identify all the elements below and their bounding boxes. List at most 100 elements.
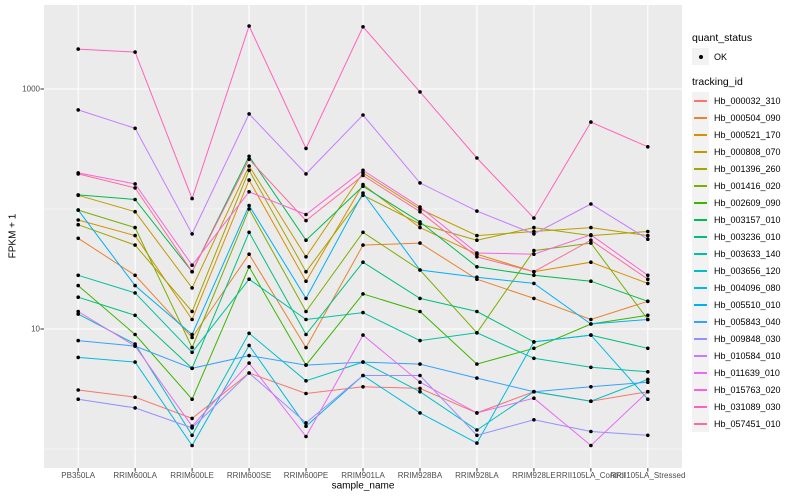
legend-key-box (692, 398, 709, 415)
legend-key-line (694, 320, 707, 323)
data-point (646, 397, 650, 402)
data-point (76, 295, 80, 300)
data-point (646, 299, 650, 304)
legend-item-Hb_003157_010: Hb_003157_010 (692, 211, 798, 228)
data-point (190, 232, 194, 236)
legend-key-line (694, 371, 707, 374)
data-point (190, 366, 194, 371)
data-point (418, 225, 422, 230)
data-point (418, 411, 422, 415)
data-point (304, 379, 308, 383)
data-point (247, 157, 251, 161)
data-point (361, 173, 365, 178)
data-point (133, 406, 137, 410)
legend-item-Hb_001416_020: Hb_001416_020 (692, 177, 798, 194)
data-point (589, 260, 593, 265)
legend-item-label: Hb_003656_120 (714, 265, 781, 276)
data-point (247, 331, 251, 336)
data-point (589, 399, 593, 404)
data-point (418, 220, 422, 224)
legend-key-box (692, 109, 709, 126)
data-point (361, 385, 365, 389)
data-point (190, 196, 194, 201)
data-point (646, 229, 650, 234)
data-point (532, 340, 536, 344)
data-point (418, 209, 422, 214)
data-point (190, 345, 194, 350)
legend-item-label: OK (714, 51, 728, 62)
data-point (247, 178, 251, 182)
data-point (76, 193, 80, 197)
y-axis-title: FPKM + 1 (7, 213, 19, 259)
data-point (247, 164, 251, 168)
legend-item-label: Hb_005510_010 (714, 299, 781, 310)
data-point (304, 345, 308, 350)
legend-key-box (692, 245, 709, 262)
data-point (532, 216, 536, 220)
data-point (475, 238, 479, 242)
data-point (76, 273, 80, 278)
data-point (589, 241, 593, 245)
legend: quant_status OK tracking_id Hb_000032_31… (692, 32, 798, 432)
data-point (475, 233, 479, 238)
data-point (532, 269, 536, 274)
data-point (133, 50, 137, 54)
legend-item-Hb_005843_040: Hb_005843_040 (692, 313, 798, 330)
legend-key-line (694, 150, 707, 153)
data-point (304, 172, 308, 176)
data-point (190, 443, 194, 448)
legend-key-line (694, 252, 707, 255)
data-point (361, 113, 365, 117)
legend-key-box (692, 126, 709, 143)
data-point (589, 322, 593, 326)
data-point (304, 332, 308, 337)
legend-item-label: Hb_001416_020 (714, 180, 781, 191)
data-point (532, 273, 536, 278)
legend-item-label: Hb_000521_170 (714, 129, 781, 140)
legend-item-Hb_015763_020: Hb_015763_020 (692, 381, 798, 398)
data-point (361, 292, 365, 296)
data-point (361, 171, 365, 175)
data-point (418, 90, 422, 94)
data-point (532, 225, 536, 230)
legend-key-box (692, 364, 709, 381)
legend-item-label: Hb_057451_010 (714, 418, 781, 429)
data-point (646, 145, 650, 149)
data-point (475, 411, 479, 415)
legend-key-line (694, 218, 707, 221)
legend-key-box (692, 347, 709, 364)
data-point (133, 197, 137, 202)
data-point (646, 237, 650, 241)
data-point (76, 355, 80, 360)
data-point (361, 230, 365, 235)
data-point (133, 273, 137, 278)
data-point (76, 283, 80, 288)
data-point (247, 277, 251, 282)
data-point (475, 331, 479, 335)
legend-key-line (694, 99, 707, 102)
data-point (304, 296, 308, 301)
data-point (418, 386, 422, 391)
data-point (76, 47, 80, 51)
legend-item-Hb_001396_260: Hb_001396_260 (692, 160, 798, 177)
data-point (190, 269, 194, 274)
data-point (190, 263, 194, 268)
legend-key-line (694, 303, 707, 306)
data-point (589, 443, 593, 448)
legend-item-label: Hb_004096_080 (714, 282, 781, 293)
legend-key-box (692, 143, 709, 160)
data-point (475, 362, 479, 366)
legend-key-line (694, 422, 707, 425)
data-point (247, 361, 251, 365)
data-point (589, 429, 593, 434)
data-point (76, 388, 80, 392)
legend-key-line (694, 201, 707, 204)
legend-item-Hb_000808_070: Hb_000808_070 (692, 143, 798, 160)
data-point (76, 397, 80, 402)
legend-item-label: Hb_000504_090 (714, 112, 781, 123)
legend-key-box (692, 415, 709, 432)
legend-key-box (692, 381, 709, 398)
data-point (418, 362, 422, 366)
